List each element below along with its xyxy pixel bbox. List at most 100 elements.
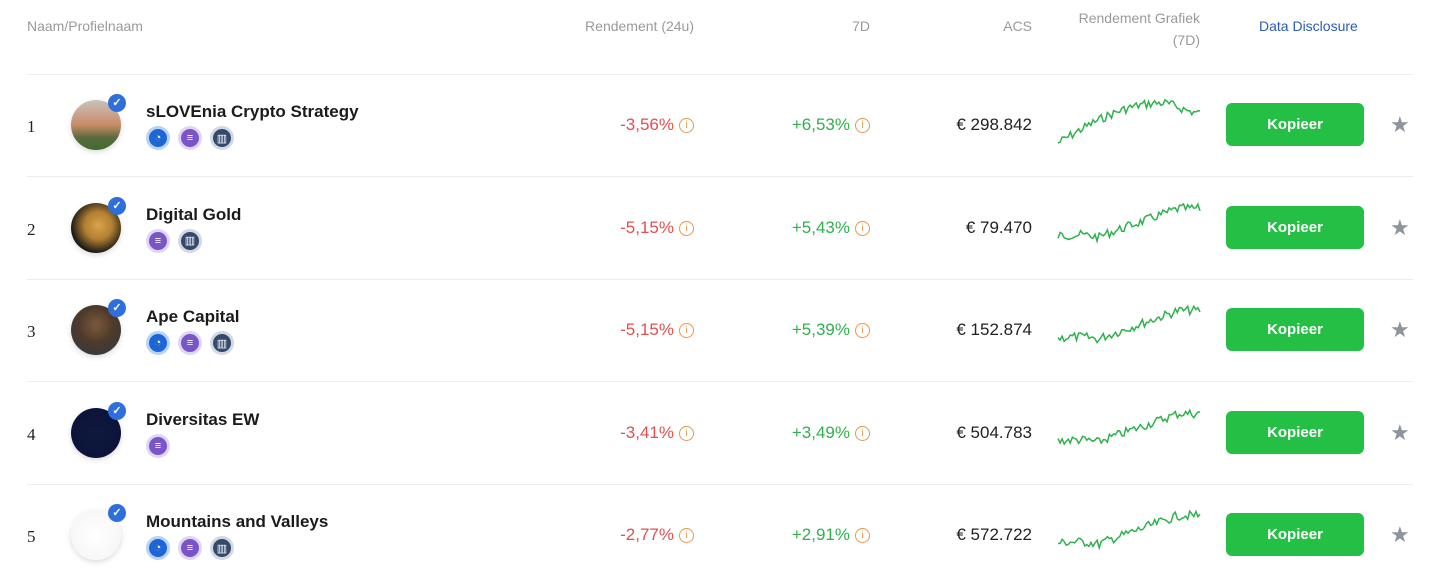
acs-value: € 298.842 bbox=[956, 115, 1032, 134]
table-row[interactable]: 3 ✓ Ape Capital ◔ ≡ ▥ -5,15% i +5,39% i € 15… bbox=[0, 280, 1436, 383]
divider bbox=[27, 483, 1413, 485]
sparkline-line bbox=[1057, 509, 1201, 551]
sparkline bbox=[1057, 509, 1201, 551]
header-name: Naam/Profielnaam bbox=[27, 18, 143, 34]
return-24h-value: -2,77% bbox=[620, 525, 674, 544]
header-acs[interactable]: ACS bbox=[1003, 18, 1032, 34]
info-icon[interactable]: i bbox=[855, 528, 870, 543]
trader-name[interactable]: Digital Gold bbox=[146, 204, 242, 224]
verified-icon: ✓ bbox=[108, 504, 126, 522]
return-24h-value: -5,15% bbox=[620, 320, 674, 339]
return-7d-value: +2,91% bbox=[791, 525, 850, 544]
badge-dark-icon[interactable]: ▥ bbox=[210, 126, 234, 150]
return-24h: -3,56% i bbox=[620, 115, 694, 135]
badge-purple-icon[interactable]: ≡ bbox=[178, 331, 202, 355]
badges: ◔ ≡ ▥ bbox=[146, 536, 234, 560]
acs-value: € 79.470 bbox=[965, 217, 1032, 237]
return-24h: -2,77% i bbox=[620, 525, 694, 545]
star-icon[interactable]: ★ bbox=[1390, 317, 1410, 342]
copy-button[interactable]: Kopieer bbox=[1226, 308, 1364, 351]
sparkline bbox=[1057, 201, 1201, 244]
badge-dark-icon[interactable]: ▥ bbox=[210, 536, 234, 560]
badge-dark-icon[interactable]: ▥ bbox=[210, 331, 234, 355]
info-icon[interactable]: i bbox=[679, 118, 694, 133]
info-icon[interactable]: i bbox=[679, 528, 694, 543]
return-7d: +5,43% i bbox=[792, 218, 870, 238]
sparkline bbox=[1057, 98, 1201, 144]
divider bbox=[27, 278, 1413, 280]
return-24h: -5,15% i bbox=[620, 218, 694, 238]
badge-purple-icon[interactable]: ≡ bbox=[178, 126, 202, 150]
badge-purple-icon[interactable]: ≡ bbox=[178, 536, 202, 560]
info-icon[interactable]: i bbox=[855, 118, 870, 133]
trader-name[interactable]: Ape Capital bbox=[146, 307, 240, 326]
divider bbox=[27, 381, 1413, 382]
badges: ≡ bbox=[146, 433, 170, 458]
return-7d-value: +3,49% bbox=[791, 422, 850, 442]
badge-dark-icon[interactable]: ▥ bbox=[178, 228, 202, 253]
acs-value: € 504.783 bbox=[956, 422, 1032, 442]
return-7d-value: +6,53% bbox=[791, 115, 850, 134]
return-24h: -3,41% i bbox=[620, 423, 694, 443]
star-icon[interactable]: ★ bbox=[1390, 112, 1410, 137]
return-7d: +3,49% i bbox=[792, 423, 870, 443]
star-icon[interactable]: ★ bbox=[1390, 214, 1410, 240]
return-7d: +5,39% i bbox=[792, 320, 870, 340]
table-row[interactable]: 5 ✓ Mountains and Valleys ◔ ≡ ▥ -2,77% i +2… bbox=[0, 485, 1436, 588]
rank: 3 bbox=[27, 322, 36, 341]
table-row[interactable]: 4 ✓ Diversitas EW ≡ -3,41% i +3,49% i € 50… bbox=[0, 383, 1436, 486]
trader-name[interactable]: sLOVEnia Crypto Strategy bbox=[146, 102, 359, 121]
verified-icon: ✓ bbox=[108, 94, 126, 112]
star-icon[interactable]: ★ bbox=[1390, 522, 1410, 547]
star-icon[interactable]: ★ bbox=[1390, 419, 1410, 445]
acs-value: € 572.722 bbox=[956, 525, 1032, 544]
divider bbox=[27, 176, 1413, 177]
data-disclosure-link[interactable]: Data Disclosure bbox=[1259, 18, 1358, 34]
info-icon[interactable]: i bbox=[679, 425, 694, 441]
table-row[interactable]: 2 ✓ Digital Gold ≡ ▥ -5,15% i +5,43% i € 79… bbox=[0, 178, 1436, 281]
badge-blue-icon[interactable]: ◔ bbox=[146, 331, 170, 355]
return-24h-value: -3,41% bbox=[620, 422, 674, 442]
header-return-24h[interactable]: Rendement (24u) bbox=[585, 18, 694, 34]
rank: 1 bbox=[27, 117, 36, 136]
info-icon[interactable]: i bbox=[855, 220, 870, 236]
table-row[interactable]: 1 ✓ sLOVEnia Crypto Strategy ◔ ≡ ▥ -3,56% i… bbox=[0, 75, 1436, 178]
copy-button[interactable]: Kopieer bbox=[1226, 103, 1364, 146]
return-7d: +2,91% i bbox=[792, 525, 870, 545]
info-icon[interactable]: i bbox=[679, 323, 694, 338]
header-chart-line1: Rendement Grafiek bbox=[1078, 10, 1200, 26]
info-icon[interactable]: i bbox=[855, 323, 870, 338]
sparkline bbox=[1057, 407, 1200, 446]
sparkline-line bbox=[1057, 407, 1200, 446]
sparkline-line bbox=[1057, 98, 1201, 144]
return-7d-value: +5,43% bbox=[791, 217, 850, 237]
header-return-7d[interactable]: 7D bbox=[852, 18, 870, 34]
rank: 4 bbox=[27, 424, 36, 444]
rank: 5 bbox=[27, 527, 36, 546]
verified-icon: ✓ bbox=[108, 401, 126, 420]
copy-button[interactable]: Kopieer bbox=[1226, 410, 1364, 454]
verified-icon: ✓ bbox=[108, 299, 126, 317]
badge-purple-icon[interactable]: ≡ bbox=[146, 228, 170, 253]
copy-button[interactable]: Kopieer bbox=[1226, 513, 1364, 556]
sparkline-line bbox=[1057, 304, 1201, 344]
return-7d: +6,53% i bbox=[792, 115, 870, 135]
sparkline bbox=[1057, 304, 1201, 344]
rank: 2 bbox=[27, 219, 36, 239]
badge-blue-icon[interactable]: ◔ bbox=[146, 126, 170, 150]
trader-name[interactable]: Diversitas EW bbox=[146, 409, 260, 429]
sparkline-line bbox=[1057, 201, 1201, 244]
info-icon[interactable]: i bbox=[855, 425, 870, 441]
return-7d-value: +5,39% bbox=[791, 320, 850, 339]
acs-value: € 152.874 bbox=[956, 320, 1032, 339]
info-icon[interactable]: i bbox=[679, 220, 694, 236]
header-chart: Rendement Grafiek (7D) bbox=[1079, 7, 1200, 51]
copy-button[interactable]: Kopieer bbox=[1226, 205, 1364, 249]
badge-purple-icon[interactable]: ≡ bbox=[146, 433, 170, 458]
return-24h-value: -5,15% bbox=[620, 217, 674, 237]
badge-blue-icon[interactable]: ◔ bbox=[146, 536, 170, 560]
trader-name[interactable]: Mountains and Valleys bbox=[146, 512, 329, 531]
badges: ◔ ≡ ▥ bbox=[146, 331, 234, 355]
header-chart-line2: (7D) bbox=[1172, 32, 1200, 48]
return-24h: -5,15% i bbox=[620, 320, 694, 340]
